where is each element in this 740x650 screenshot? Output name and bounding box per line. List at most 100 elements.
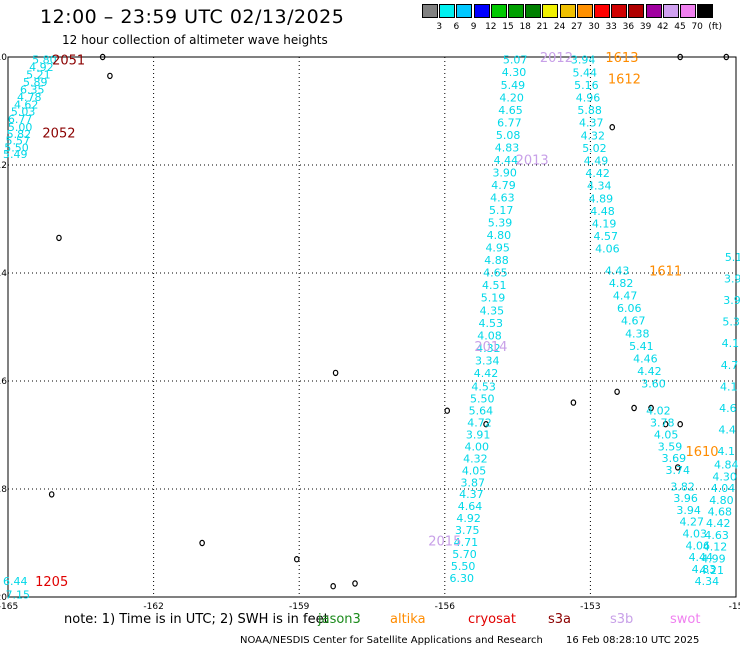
wave-height-value: 4.89 xyxy=(589,192,614,205)
wave-height-value: 5.88 xyxy=(577,104,602,117)
y-tick-label: -20 xyxy=(0,593,7,603)
wave-height-value: 4.4 xyxy=(718,424,736,437)
wave-height-value: 4.34 xyxy=(695,575,720,588)
wave-height-value: 5.07 xyxy=(503,54,528,67)
wave-height-value: 4.83 xyxy=(692,563,717,576)
wave-height-value: 4.88 xyxy=(484,254,509,267)
legend-label: 9 xyxy=(470,22,477,32)
island-icon xyxy=(723,53,730,61)
wave-height-value: 4.30 xyxy=(502,66,527,79)
map-grid xyxy=(7,56,737,598)
wave-height-value: 5.50 xyxy=(4,141,29,154)
island-icon xyxy=(352,580,358,587)
pass-number-label: 2015 xyxy=(428,534,461,549)
wave-height-value: 5.50 xyxy=(470,392,495,405)
x-tick-label: -153 xyxy=(580,602,600,612)
wave-height-value: 7.15 xyxy=(5,588,30,601)
wave-height-value: 4.06 xyxy=(686,539,711,552)
x-tick-label: -162 xyxy=(143,602,163,612)
island-icon xyxy=(570,399,577,406)
island-icon xyxy=(332,369,339,377)
island-icon xyxy=(56,234,62,242)
wave-height-value: 4.57 xyxy=(594,230,619,243)
wave-height-value: 4.83 xyxy=(495,141,520,154)
timestamp-text: 16 Feb 08:28:10 UTC 2025 xyxy=(566,635,700,646)
wave-height-value: 5.16 xyxy=(574,79,599,92)
wave-height-value: 4.95 xyxy=(485,242,510,255)
island-icon xyxy=(609,123,616,131)
legend-label: 27 xyxy=(571,22,583,32)
wave-height-value: 4.06 xyxy=(595,243,620,256)
wave-height-value: 4.53 xyxy=(471,380,496,393)
wave-height-value: 4.53 xyxy=(478,317,503,330)
wave-height-value: 4.63 xyxy=(704,529,729,542)
legend-swatch xyxy=(697,4,714,18)
wave-height-value: 5.44 xyxy=(572,66,597,79)
wave-height-value: 4.08 xyxy=(477,329,502,342)
legend-label: 30 xyxy=(588,22,600,32)
wave-height-value: 4.6 xyxy=(719,402,737,415)
legend-swatch xyxy=(680,4,696,18)
legend-label: 33 xyxy=(605,22,617,32)
mission-label: swot xyxy=(670,612,701,627)
wave-height-value: 5.03 xyxy=(11,106,36,119)
legend-swatch xyxy=(439,4,456,18)
wave-height-value: 4.47 xyxy=(613,290,638,303)
island-icon xyxy=(107,72,113,80)
axis-tick-labels: -165 -162 -159 -156 -153 -15 -10 -12 -14 -16 -18 -2… xyxy=(0,53,740,612)
wave-height-value: 4.44 xyxy=(494,154,519,167)
island-icon xyxy=(631,404,637,412)
pass-number-label: 1205 xyxy=(35,575,68,590)
wave-height-value: 5.17 xyxy=(489,204,514,217)
legend-swatch xyxy=(662,4,679,18)
legend-label: 42 xyxy=(657,22,669,32)
island-icon xyxy=(677,53,683,61)
wave-height-value: 5.64 xyxy=(469,404,494,417)
wave-height-value: 4.64 xyxy=(458,500,483,513)
island-icon xyxy=(99,53,106,61)
wave-height-value: 4.72 xyxy=(467,416,492,429)
y-tick-label: -18 xyxy=(0,485,7,495)
wave-height-value: 5.82 xyxy=(7,128,32,141)
wave-height-value: 4.71 xyxy=(454,536,479,549)
wave-height-value: 4.7 xyxy=(721,359,739,372)
wave-height-value: 6.77 xyxy=(497,116,522,129)
wave-height-value: 3.34 xyxy=(475,354,500,367)
wave-height-value: 3.60 xyxy=(641,378,666,391)
y-tick-label: -10 xyxy=(0,53,7,63)
wave-height-value: 4.44 xyxy=(689,551,714,564)
pass-number-label: 1613 xyxy=(605,51,638,66)
wave-height-value: 4.37 xyxy=(579,117,604,130)
wave-height-value: 4.82 xyxy=(609,277,634,290)
pass-labels: 2051 2052 1205 2012 1613 1612 2013 1611 2014 1610… xyxy=(35,51,718,590)
wave-height-value: 5.39 xyxy=(488,217,513,230)
wave-height-value: 5.80 xyxy=(32,54,57,67)
legend-label: 39 xyxy=(639,22,652,32)
chart-title: 12:00 – 23:59 UTC 02/13/2025 xyxy=(40,6,345,28)
pass-number-label: 1612 xyxy=(608,73,641,88)
wave-height-value: 4.1 xyxy=(718,445,736,458)
wave-height-value: 4.1 xyxy=(720,380,738,393)
wave-height-value: 5.41 xyxy=(629,340,654,353)
pass-number-label: 2052 xyxy=(42,127,75,142)
pass-number-label: 2014 xyxy=(474,340,507,355)
legend-swatch xyxy=(456,4,473,18)
wave-height-value: 3.9 xyxy=(723,294,740,307)
wave-height-value: 5.21 xyxy=(26,69,51,82)
island-icon xyxy=(48,491,55,498)
island-icon xyxy=(483,421,489,428)
note-text: note: 1) Time is in UTC; 2) SWH is in fe… xyxy=(64,612,329,627)
wave-height-value: 3.59 xyxy=(658,440,683,453)
island-icon xyxy=(199,539,205,547)
wave-height-value: 5.50 xyxy=(451,560,476,573)
y-tick-label: -14 xyxy=(0,269,7,279)
wave-height-value: 4.51 xyxy=(482,279,507,292)
wave-height-value: 3.75 xyxy=(455,524,480,537)
legend-swatch xyxy=(576,4,593,18)
wave-height-value: 4.67 xyxy=(621,315,646,328)
wave-height-value: 4.43 xyxy=(605,264,630,277)
wave-height-value: 4.35 xyxy=(480,304,505,317)
pass-number-label: 1610 xyxy=(685,445,718,460)
credit-text: NOAA/NESDIS Center for Satellite Applica… xyxy=(240,635,543,646)
pass-number-label: 2013 xyxy=(516,154,549,169)
